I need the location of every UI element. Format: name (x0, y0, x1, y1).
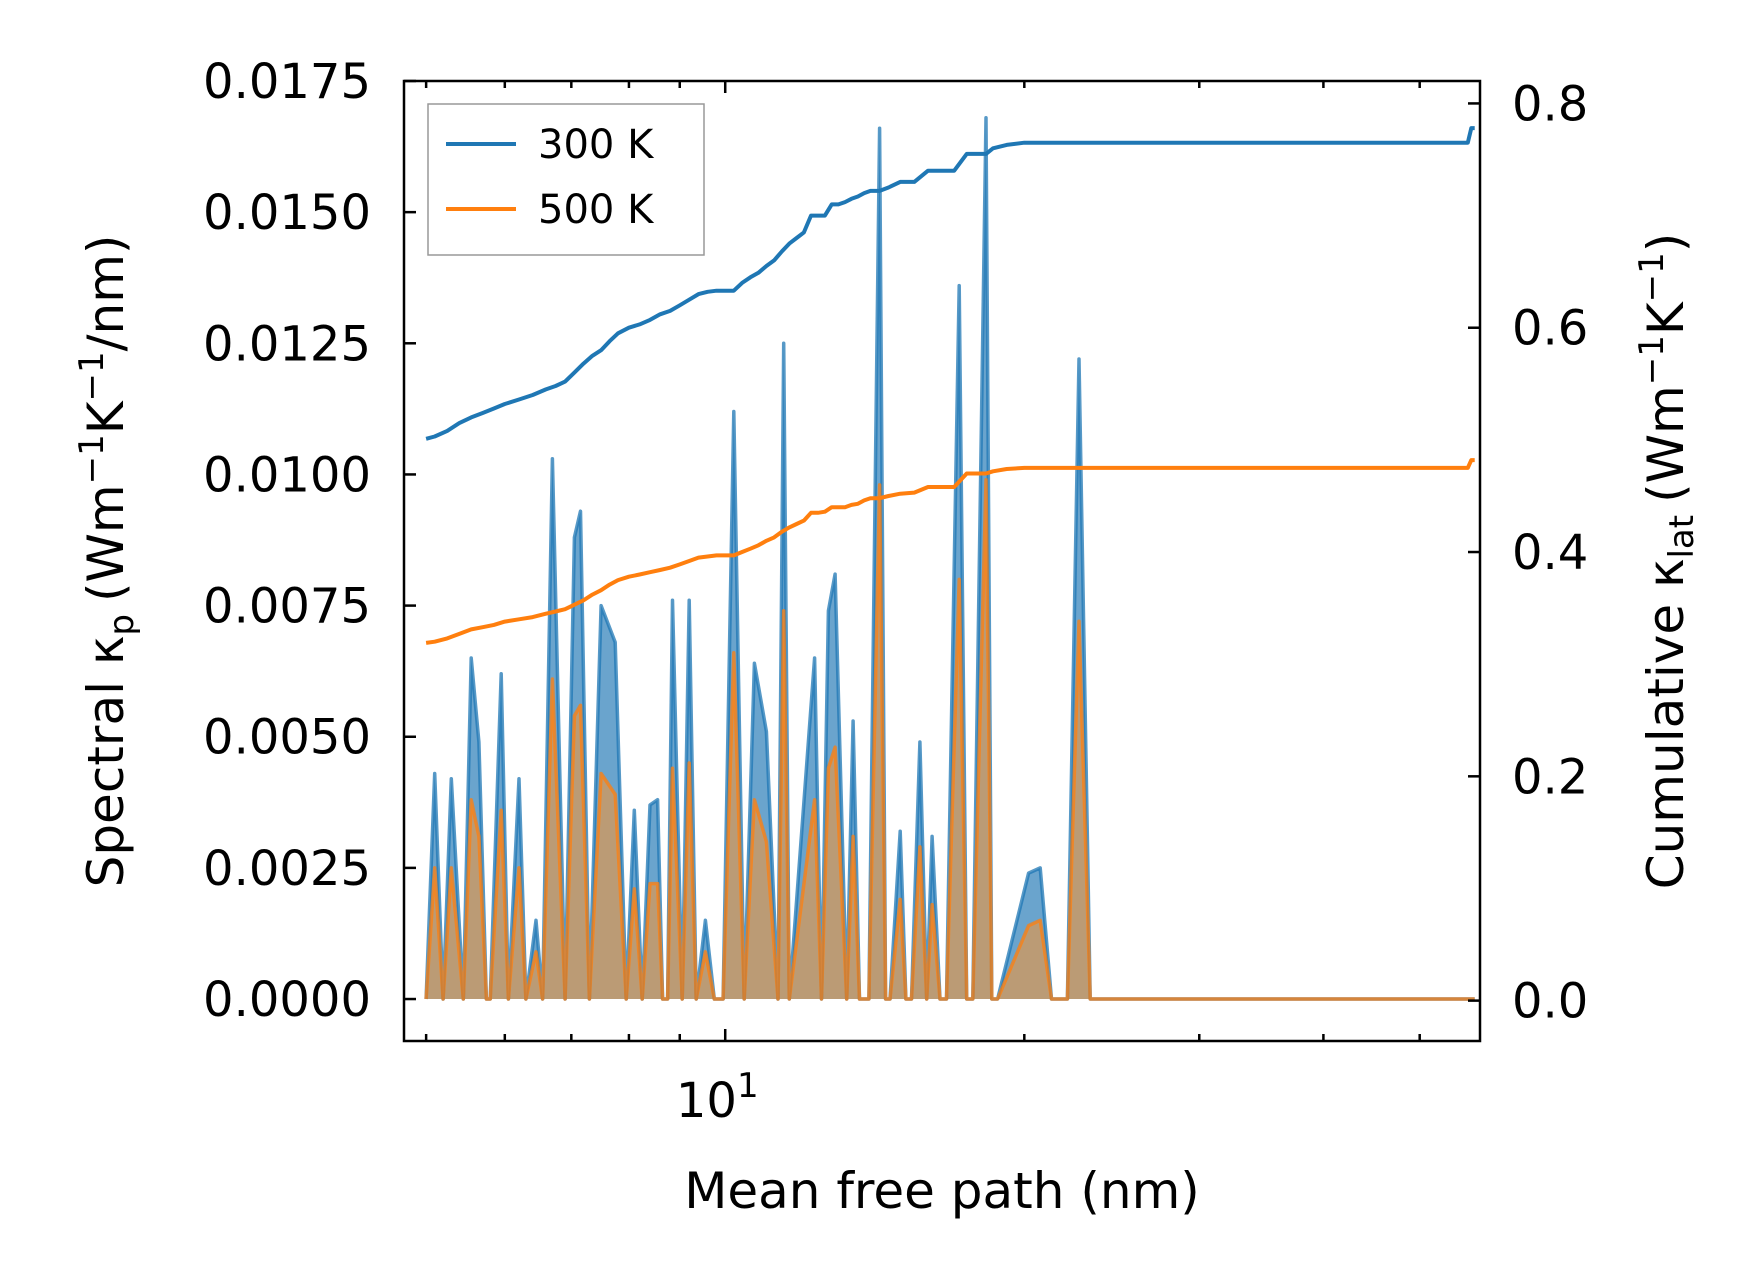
left-axis-label-exp1: −1 (72, 434, 112, 484)
right-axis-label-main: Cumulative κ (1637, 559, 1695, 890)
spectral-500k-line (424, 477, 1475, 1001)
left-axis-tick-labels: 0.0000 0.0025 0.0050 0.0075 0.0100 0.0125 0.01… (203, 54, 371, 1028)
left-tick-label: 0.0075 (203, 579, 371, 635)
left-axis-label-main: Spectral κ (77, 636, 135, 888)
x-axis-tick-labels: 101 (676, 1066, 759, 1129)
cumulative-300k-line (425, 126, 1475, 441)
right-tick-label: 0.0 (1512, 974, 1588, 1030)
left-axis-label-exp2: −1 (72, 351, 112, 401)
legend-frame (427, 103, 705, 256)
right-axis-label-tail: ) (1637, 233, 1695, 253)
left-tick-label: 0.0150 (203, 185, 371, 241)
right-tick-label: 0.2 (1512, 749, 1588, 805)
left-tick-label: 0.0025 (203, 841, 371, 897)
right-axis-label-sub: lat (1662, 515, 1702, 559)
right-axis-label-exp2: −1 (1632, 252, 1672, 302)
left-tick-label: 0.0175 (203, 54, 371, 110)
legend: 300 K 500 K (427, 103, 705, 256)
right-tick-label: 0.6 (1512, 301, 1588, 357)
ticks-group (404, 79, 1480, 1041)
left-tick-label: 0.0050 (203, 710, 371, 766)
left-tick-label: 0.0125 (203, 316, 371, 372)
spectral-lines-group (424, 115, 1475, 1001)
cumulative-500k-line (425, 458, 1475, 645)
left-axis-label: Spectral κp(Wm−1K−1/nm) (72, 235, 142, 888)
left-axis-label-tail: /nm) (77, 235, 135, 352)
x-tick-label: 101 (676, 1066, 759, 1129)
legend-label-500k: 500 K (538, 187, 655, 233)
cumulative-lines-group (425, 126, 1475, 645)
right-axis-label: Cumulative κlat(Wm−1K−1) (1632, 233, 1702, 890)
legend-label-300k: 300 K (538, 122, 655, 168)
left-tick-label: 0.0000 (203, 972, 371, 1028)
left-tick-label: 0.0100 (203, 447, 371, 503)
right-axis-label-unit: (Wm (1637, 385, 1695, 503)
left-axis-label-sub: p (102, 614, 142, 636)
fill-500k-group (426, 479, 1475, 999)
left-axis-label-unit: (Wm (77, 484, 135, 602)
x-axis-label: Mean free path (nm) (684, 1162, 1200, 1220)
plot-frame (402, 79, 1482, 1043)
left-axis-label-k: K (77, 400, 135, 434)
spectral-500k-fill (426, 479, 1475, 999)
right-axis-tick-labels: 0.0 0.2 0.4 0.6 0.8 (1512, 76, 1588, 1029)
plot-area (424, 115, 1475, 1001)
right-axis-label-k: K (1637, 301, 1695, 335)
right-axis-label-exp1: −1 (1632, 335, 1672, 385)
right-tick-label: 0.4 (1512, 525, 1588, 581)
right-tick-label: 0.8 (1512, 76, 1588, 132)
